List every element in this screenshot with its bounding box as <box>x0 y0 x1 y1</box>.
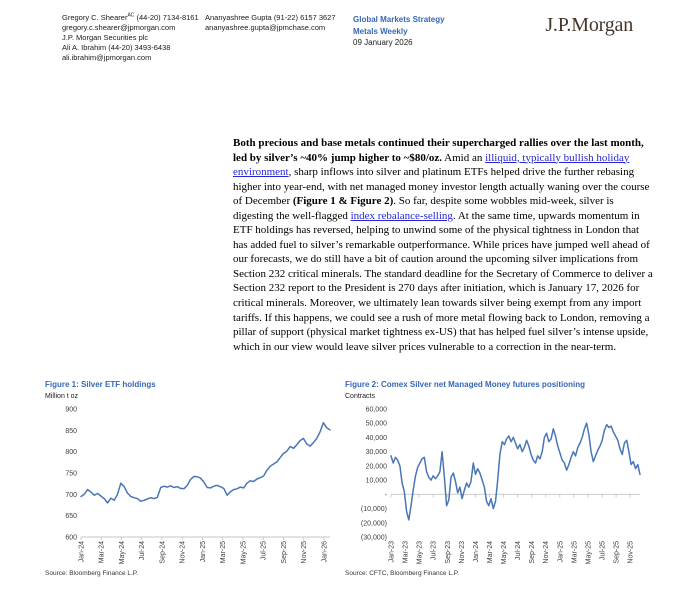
paragraph-text-run: , sharp inflows into silver and platinum… <box>233 166 650 208</box>
figure-2: Figure 2: Comex Silver net Managed Money… <box>345 379 647 577</box>
publication-title: Metals Weekly <box>353 26 408 36</box>
figure1-source: Source: Bloomberg Finance L.P. <box>45 570 139 577</box>
x-axis-tick-label: Mar-25 <box>220 541 227 563</box>
author-phone: (91-22) 6157 3627 <box>273 13 336 22</box>
author-phone: (44-20) 7134-8161 <box>136 13 199 22</box>
figure1-axis-unit: Million t oz <box>45 393 79 400</box>
x-axis-tick-label: May-25 <box>240 541 247 564</box>
figure2-axis-unit: Contracts <box>345 393 375 400</box>
author-phone: (44-20) 3493-6438 <box>108 43 171 52</box>
author-name-phone: Ananyashree Gupta (91-22) 6157 3627 <box>205 13 350 23</box>
author-name: Ananyashree Gupta <box>205 13 272 22</box>
x-axis-tick-label: Jan-26 <box>321 541 328 563</box>
author-firm: J.P. Morgan Securities plc <box>62 33 149 42</box>
y-axis-tick-label: 10,000 <box>366 478 388 485</box>
author-email[interactable]: ali.ibrahim@jpmorgan.com <box>62 53 152 62</box>
x-axis-tick-label: Mar-24 <box>487 541 494 563</box>
y-axis-tick-label: (10,000) <box>361 506 387 513</box>
figure2-title: Figure 2: Comex Silver net Managed Money… <box>345 380 586 389</box>
x-axis-tick-label: Mar-23 <box>403 541 410 563</box>
paragraph-text-run: Amid an <box>442 151 486 164</box>
x-axis-tick-label: Sep-24 <box>529 541 536 564</box>
y-axis-tick-label: 850 <box>65 428 77 435</box>
x-axis-tick-label: Jul-25 <box>261 541 268 560</box>
figure2-source: Source: CFTC, Bloomberg Finance L.P. <box>345 570 460 577</box>
author-block-1: Gregory C. ShearerAC (44-20) 7134-8161 g… <box>62 13 204 63</box>
y-axis-tick-label: 900 <box>65 407 77 414</box>
author-name: Ali A. Ibrahim <box>62 43 107 52</box>
author-email[interactable]: gregory.c.shearer@jpmorgan.com <box>62 23 176 32</box>
paragraph-text-run: (Figure 1 & Figure 2) <box>292 195 394 208</box>
paragraph-text-run: . So far, despite some wobbles mid-week,… <box>233 195 614 222</box>
publication-block: Global Markets Strategy Metals Weekly 09… <box>353 14 503 49</box>
data-series-line <box>80 421 331 504</box>
author-name: Gregory C. Shearer <box>62 13 128 22</box>
x-axis-tick-label: Jan-25 <box>200 541 207 563</box>
x-axis-tick-label: May-24 <box>119 541 126 564</box>
y-axis-tick-label: 800 <box>65 449 77 456</box>
y-axis-tick-label: 30,000 <box>366 449 388 456</box>
author-email[interactable]: ananyashree.gupta@jpmchase.com <box>205 23 326 32</box>
author-designation-sup: AC <box>127 12 135 19</box>
x-axis-tick-label: Sep-23 <box>445 541 452 564</box>
body-paragraph: Both precious and base metals continued … <box>233 136 653 354</box>
paragraph-text-run: . At the same time, upwards momentum in … <box>233 209 653 353</box>
x-axis-tick-label: Sep-25 <box>614 541 621 564</box>
x-axis-tick-label: Jul-25 <box>600 541 607 560</box>
jpmorgan-logo: J.P.Morgan <box>545 14 633 36</box>
x-axis-tick-label: Jan-24 <box>473 541 480 563</box>
x-axis-tick-label: May-23 <box>417 541 424 564</box>
x-axis-tick-label: Mar-25 <box>571 541 578 563</box>
x-axis-tick-label: Nov-25 <box>628 541 635 564</box>
x-axis-tick-label: Nov-23 <box>459 541 466 564</box>
y-axis-tick-label: 600 <box>65 535 77 542</box>
y-axis-tick-label: - <box>385 492 388 499</box>
y-axis-tick-label: 700 <box>65 492 77 499</box>
y-axis-tick-label: 650 <box>65 513 77 520</box>
x-axis-tick-label: Nov-24 <box>180 541 187 564</box>
x-axis-tick-label: Jan-24 <box>79 541 86 563</box>
x-axis-tick-label: Sep-24 <box>159 541 166 564</box>
x-axis-tick-label: Nov-24 <box>543 541 550 564</box>
x-axis-tick-label: Jan-25 <box>557 541 564 563</box>
x-axis-tick-label: Jul-24 <box>515 541 522 560</box>
comex-silver-positioning-chart: 60,000 50,000 40,000 30,000 20,000 10,000 - (10… <box>361 407 641 564</box>
y-axis-tick-label: 40,000 <box>366 435 388 442</box>
y-axis-tick-label: (20,000) <box>361 520 387 527</box>
author-block-2: Ananyashree Gupta (91-22) 6157 3627 anan… <box>205 13 350 33</box>
y-axis-tick-label: 20,000 <box>366 463 388 470</box>
x-axis-tick-label: May-24 <box>501 541 508 564</box>
x-axis-tick-label: Sep-25 <box>281 541 288 564</box>
x-axis-tick-label: Mar-24 <box>99 541 106 563</box>
x-axis-tick-label: Jan-23 <box>389 541 396 563</box>
y-axis-tick-label: 60,000 <box>366 407 388 414</box>
y-axis-tick-label: (30,000) <box>361 535 387 542</box>
x-axis-tick-label: Nov-25 <box>301 541 308 564</box>
data-series-line <box>390 422 641 521</box>
publication-series: Global Markets Strategy <box>353 15 445 24</box>
author-name-phone: Gregory C. ShearerAC (44-20) 7134-8161 <box>62 13 204 23</box>
x-axis-tick-label: May-25 <box>585 541 592 564</box>
link-holiday-environment[interactable]: illiquid, typically bullish holiday envi… <box>233 151 630 179</box>
link-index-rebalance-selling[interactable]: index rebalance-selling <box>350 209 453 222</box>
author-name-phone: Ali A. Ibrahim (44-20) 3493-6438 <box>62 43 204 53</box>
x-axis-tick-label: Jul-23 <box>431 541 438 560</box>
figure1-title: Figure 1: Silver ETF holdings <box>45 380 156 389</box>
paragraph-text-run: Both precious and base metals continued … <box>233 137 644 164</box>
x-axis-tick-label: Jul-24 <box>139 541 146 560</box>
publication-date: 09 January 2026 <box>353 38 413 47</box>
y-axis-tick-label: 750 <box>65 471 77 478</box>
figure-1: Figure 1: Silver ETF holdings Million t … <box>45 379 337 577</box>
y-axis-tick-label: 50,000 <box>366 421 388 428</box>
